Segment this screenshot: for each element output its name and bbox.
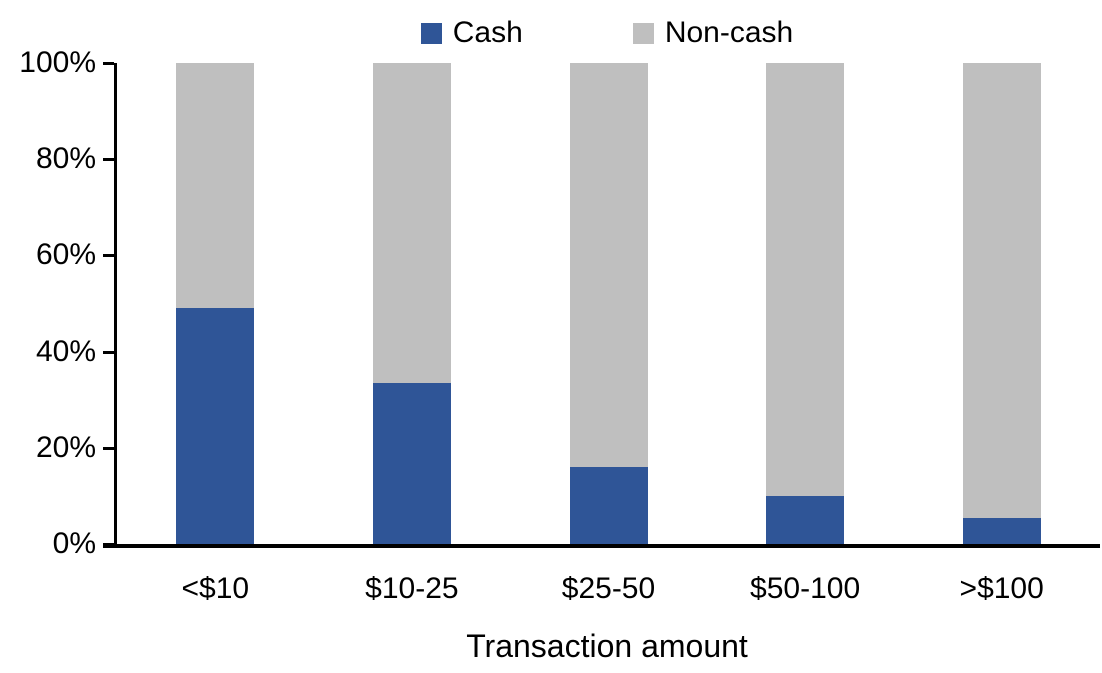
noncash-swatch-icon — [632, 22, 654, 44]
y-tick-label: 0% — [52, 527, 96, 560]
y-tick-label: 40% — [35, 334, 96, 368]
y-tick-label: 80% — [35, 142, 96, 176]
legend: Cash Non-cash — [114, 16, 1100, 50]
cash-swatch-icon — [420, 22, 442, 44]
bar-2 — [372, 63, 451, 544]
legend-item-noncash: Non-cash — [632, 16, 794, 50]
x-tick-label: >$100 — [959, 572, 1044, 605]
bar-4 — [766, 63, 845, 544]
bar-segment-cash — [766, 495, 845, 544]
bar-segment-cash — [176, 308, 255, 544]
bar-segment-cash — [372, 382, 451, 544]
x-axis-title: Transaction amount — [466, 628, 748, 664]
legend-label-cash: Cash — [452, 16, 523, 49]
legend-item-cash: Cash — [420, 16, 523, 50]
y-tick — [103, 158, 114, 162]
y-tick — [103, 350, 114, 354]
y-tick-label: 20% — [35, 430, 96, 464]
y-tick-label: 60% — [35, 238, 96, 272]
y-tick — [103, 254, 114, 258]
y-tick — [103, 446, 114, 450]
x-axis-line — [103, 544, 1100, 548]
y-tick — [103, 543, 114, 546]
x-tick-label: $25-50 — [561, 572, 656, 605]
bar-3 — [569, 63, 648, 544]
bar-segment-noncash — [766, 63, 845, 496]
bar-segment-noncash — [962, 63, 1041, 518]
y-tick-label: 100% — [19, 46, 96, 79]
x-tick-label: $10-25 — [365, 572, 459, 605]
bar-segment-cash — [962, 517, 1041, 544]
bar-segment-noncash — [176, 63, 255, 309]
bar-segment-cash — [569, 467, 648, 544]
bar-1 — [176, 63, 255, 544]
y-axis-line — [114, 63, 117, 548]
bar-5 — [962, 63, 1041, 544]
bar-segment-noncash — [372, 63, 451, 383]
y-tick — [103, 62, 114, 65]
x-tick-label: $50-100 — [750, 572, 861, 605]
bar-segment-noncash — [569, 63, 648, 468]
x-tick-label: <$10 — [181, 572, 250, 605]
legend-label-noncash: Non-cash — [664, 16, 794, 49]
